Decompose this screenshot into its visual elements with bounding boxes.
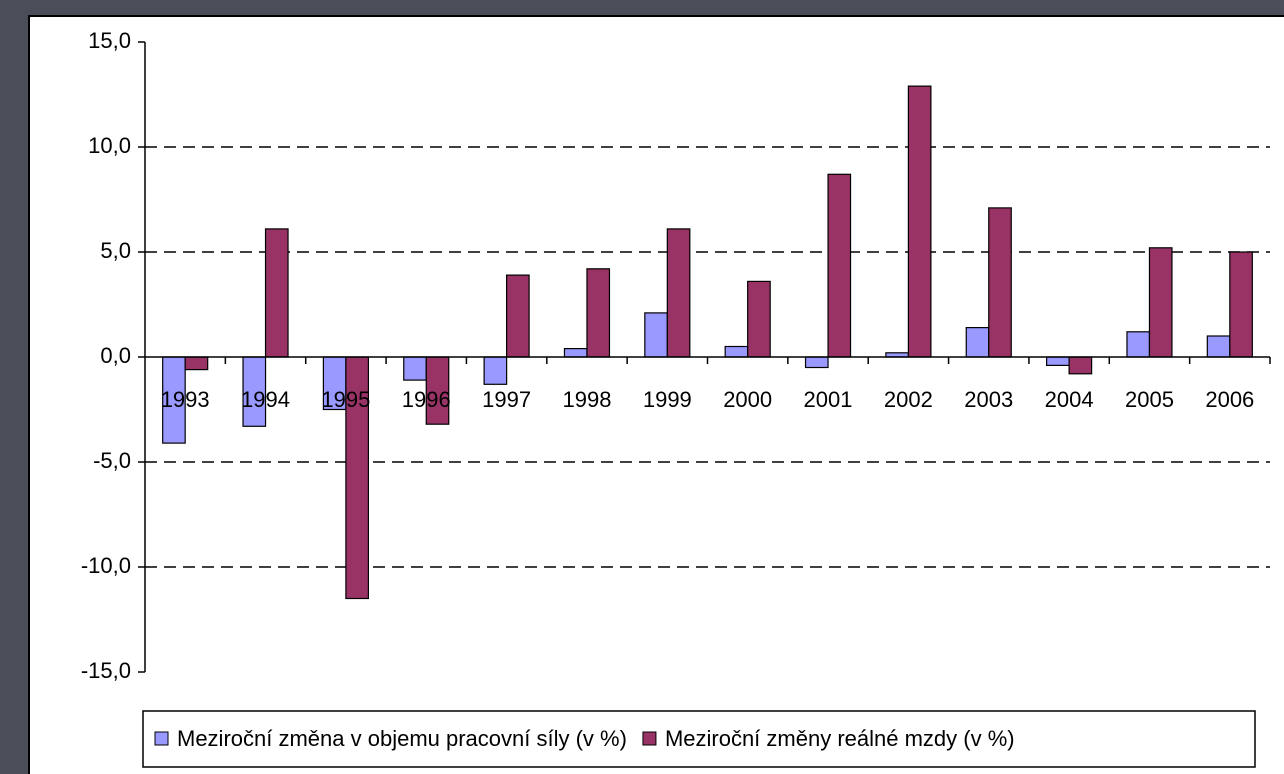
bar bbox=[724, 345, 749, 358]
x-tick-label: 1997 bbox=[482, 387, 531, 412]
bar bbox=[184, 356, 209, 371]
y-tick-label: 10,0 bbox=[88, 133, 131, 158]
y-tick-label: -10,0 bbox=[81, 553, 131, 578]
bar bbox=[644, 312, 668, 358]
bar bbox=[483, 356, 508, 385]
bar bbox=[506, 274, 530, 358]
y-tick-label: 5,0 bbox=[100, 238, 131, 263]
legend-swatch bbox=[154, 731, 169, 746]
x-tick-label: 1995 bbox=[321, 387, 370, 412]
x-tick-label: 2005 bbox=[1125, 387, 1174, 412]
bar bbox=[747, 280, 771, 358]
y-tick-label: 15,0 bbox=[88, 28, 131, 53]
y-tick-label: 0,0 bbox=[100, 343, 131, 368]
x-tick-label: 2000 bbox=[723, 387, 772, 412]
bar bbox=[988, 207, 1012, 358]
bar bbox=[264, 228, 289, 358]
y-tick-label: -15,0 bbox=[81, 658, 131, 683]
x-tick-label: 2004 bbox=[1045, 387, 1094, 412]
bar bbox=[1229, 251, 1253, 358]
x-tick-label: 2001 bbox=[804, 387, 853, 412]
chart-area bbox=[28, 15, 1284, 774]
x-tick-label: 2003 bbox=[964, 387, 1013, 412]
bar bbox=[965, 327, 990, 358]
x-tick-label: 1994 bbox=[241, 387, 290, 412]
bar bbox=[666, 228, 691, 358]
legend-box bbox=[142, 710, 1256, 768]
x-tick-label: 1998 bbox=[562, 387, 611, 412]
x-tick-label: 1999 bbox=[643, 387, 692, 412]
bar bbox=[586, 268, 611, 358]
x-tick-label: 1993 bbox=[161, 387, 210, 412]
bar bbox=[563, 348, 588, 358]
x-tick-label: 2002 bbox=[884, 387, 933, 412]
bar bbox=[804, 356, 829, 369]
bar bbox=[1206, 335, 1231, 358]
legend-label: Meziroční změny reálné mzdy (v %) bbox=[665, 726, 1015, 751]
bar bbox=[827, 173, 852, 358]
bar bbox=[403, 356, 427, 381]
x-tick-label: 2006 bbox=[1205, 387, 1254, 412]
bar bbox=[907, 85, 932, 358]
bar bbox=[1046, 356, 1070, 366]
legend-swatch bbox=[642, 731, 657, 746]
x-tick-label: 1996 bbox=[402, 387, 451, 412]
bar bbox=[1148, 247, 1173, 358]
bar bbox=[1126, 331, 1151, 358]
y-tick-label: -5,0 bbox=[93, 448, 131, 473]
legend-label: Meziroční změna v objemu pracovní síly (… bbox=[177, 726, 627, 751]
bar bbox=[1068, 356, 1093, 375]
